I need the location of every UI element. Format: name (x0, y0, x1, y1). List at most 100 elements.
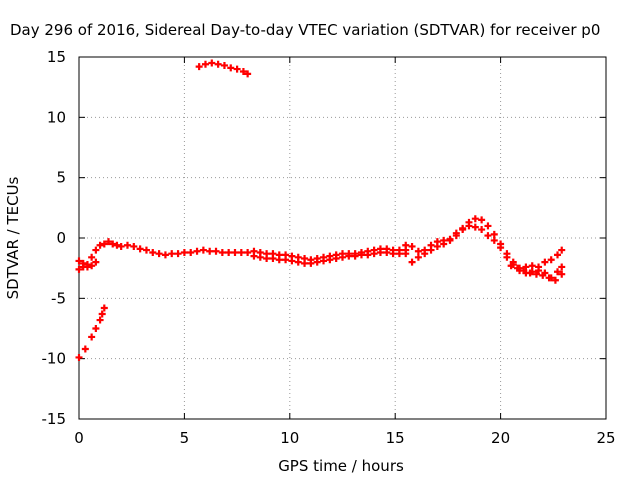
data-point (351, 252, 359, 260)
data-point (161, 251, 169, 259)
data-point (551, 276, 559, 284)
data-point (75, 257, 83, 265)
data-point (174, 250, 182, 258)
data-point (88, 262, 96, 270)
grid (79, 57, 606, 419)
data-point (239, 67, 247, 75)
plot-frame (78, 56, 607, 420)
data-point (136, 245, 144, 253)
data-point (471, 215, 479, 223)
data-point (250, 252, 258, 260)
data-point (88, 253, 96, 261)
data-point (535, 267, 543, 275)
data-point (446, 236, 454, 244)
data-point (532, 270, 540, 278)
data-point (332, 255, 340, 263)
data-point (130, 242, 138, 250)
data-series (75, 257, 100, 271)
data-point (206, 247, 214, 255)
data-point (539, 271, 547, 279)
data-series (75, 238, 252, 273)
data-point (503, 250, 511, 258)
data-point (414, 253, 422, 261)
data-point (100, 240, 108, 248)
data-point (113, 241, 121, 249)
data-point (237, 248, 245, 256)
data-point (395, 250, 403, 258)
data-point (554, 251, 562, 259)
data-point (440, 240, 448, 248)
data-point (155, 250, 163, 258)
data-point (168, 250, 176, 258)
data-series (195, 59, 252, 78)
data-series (250, 248, 410, 267)
data-point (149, 248, 157, 256)
data-point (208, 59, 216, 67)
data-point (244, 248, 252, 256)
data-point (227, 64, 235, 72)
data-point (389, 250, 397, 258)
y-axis-label: SDTVAR / TECUs (4, 176, 22, 299)
data-point (545, 274, 553, 282)
data-point (88, 333, 96, 341)
data-point (554, 268, 562, 276)
chart-title: Day 296 of 2016, Sidereal Day-to-day VTE… (10, 21, 600, 39)
data-point (81, 345, 89, 353)
data-point (193, 247, 201, 255)
data-point (459, 226, 467, 234)
data-point (180, 248, 188, 256)
data-point (465, 218, 473, 226)
data-point (201, 60, 209, 68)
data-point (233, 65, 241, 73)
data-point (214, 60, 222, 68)
data-point (364, 251, 372, 259)
data-point (96, 316, 104, 324)
data-point (225, 248, 233, 256)
data-point (100, 304, 108, 312)
data-point (282, 256, 290, 264)
data-point (414, 247, 422, 255)
data-point (123, 241, 131, 249)
data-point (75, 265, 83, 273)
data-point (92, 258, 100, 266)
data-point (471, 223, 479, 231)
y-tick-label: -15 (42, 410, 67, 428)
data-point (92, 325, 100, 332)
data-point (256, 253, 264, 261)
data-point (231, 248, 239, 256)
data-point (345, 252, 353, 260)
data-point (490, 236, 498, 244)
data-point (269, 255, 277, 263)
data-point (301, 259, 309, 267)
data-point (220, 61, 228, 69)
data-point (383, 248, 391, 256)
data-point (484, 222, 492, 230)
ticks: 0 5 10 15 20 25 -15 -10 -5 0 5 10 15 (42, 48, 616, 447)
data-point (427, 246, 435, 254)
data-point (212, 247, 220, 255)
y-tick-label: 5 (56, 169, 66, 187)
data-point (541, 258, 549, 266)
data-point (218, 248, 226, 256)
data-point (558, 246, 566, 254)
y-tick-label: 15 (47, 48, 66, 66)
data-point (244, 70, 252, 78)
data-point (98, 310, 106, 318)
data-point (478, 216, 486, 224)
data-point (357, 251, 365, 259)
data-point (558, 263, 566, 271)
x-axis-label: GPS time / hours (278, 457, 404, 475)
data-point (558, 270, 566, 278)
x-tick-label: 20 (491, 429, 510, 447)
data-point (509, 258, 517, 266)
data-point (522, 263, 530, 271)
data-series (402, 222, 566, 272)
data-point (294, 258, 302, 266)
data-point (275, 256, 283, 264)
data-point (513, 264, 521, 272)
data-point (75, 353, 83, 361)
data-points (75, 59, 566, 361)
x-tick-label: 15 (386, 429, 405, 447)
data-point (79, 259, 87, 267)
